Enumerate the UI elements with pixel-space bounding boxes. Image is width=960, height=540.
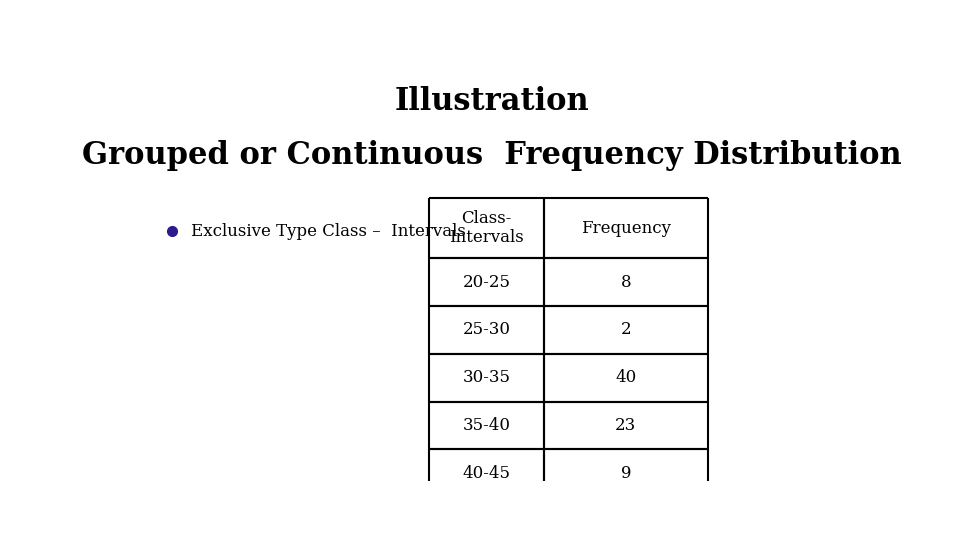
Text: Exclusive Type Class –  Intervals: Exclusive Type Class – Intervals: [191, 222, 466, 240]
Text: Illustration: Illustration: [395, 85, 589, 117]
Text: 40: 40: [615, 369, 636, 386]
Text: 35-40: 35-40: [463, 417, 511, 434]
Text: 2: 2: [620, 321, 632, 339]
Text: 8: 8: [620, 274, 632, 291]
Text: 23: 23: [615, 417, 636, 434]
Text: 30-35: 30-35: [463, 369, 511, 386]
Text: 40-45: 40-45: [463, 465, 511, 482]
Text: Grouped or Continuous  Frequency Distribution: Grouped or Continuous Frequency Distribu…: [83, 140, 901, 171]
Text: 20-25: 20-25: [463, 274, 511, 291]
Text: Frequency: Frequency: [581, 219, 671, 237]
Text: 25-30: 25-30: [463, 321, 511, 339]
Text: Class-
Intervals: Class- Intervals: [449, 210, 524, 246]
Text: 9: 9: [621, 465, 631, 482]
